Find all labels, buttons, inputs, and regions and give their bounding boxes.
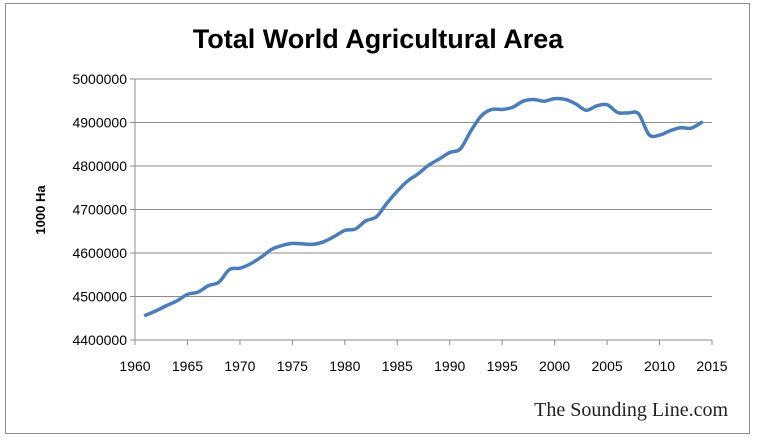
y-axis-label: 1000 Ha — [33, 185, 48, 235]
x-tick-label: 1970 — [224, 358, 255, 374]
y-axis-tick-labels: 4400000 4500000 4600000 4700000 4800000 49000… — [72, 71, 127, 348]
x-axis-tick-labels: 1960 1965 1970 1975 1980 1985 1990 1995 2000 2005… — [119, 358, 727, 374]
y-tick-label: 4700000 — [72, 202, 127, 218]
y-tick-label: 5000000 — [72, 71, 127, 87]
x-tick-label: 1980 — [329, 358, 360, 374]
x-tick-label: 2005 — [592, 358, 623, 374]
x-tick-label: 2000 — [539, 358, 570, 374]
series-line — [143, 96, 704, 317]
series-layer — [143, 96, 704, 317]
gridlines — [130, 78, 712, 341]
y-tick-label: 4900000 — [72, 115, 127, 131]
y-tick-label: 4500000 — [72, 289, 127, 305]
y-tick-label: 4800000 — [72, 158, 127, 174]
watermark-text: The Sounding Line.com — [534, 399, 728, 421]
y-tick-label: 4600000 — [72, 245, 127, 261]
chart-title: Total World Agricultural Area — [193, 24, 565, 54]
x-tick-label: 1960 — [119, 358, 150, 374]
x-tick-label: 1975 — [277, 358, 308, 374]
chart-frame — [5, 3, 750, 434]
y-tick-label: 4400000 — [72, 332, 127, 348]
x-tick-label: 1995 — [487, 358, 518, 374]
x-tick-label: 2010 — [644, 358, 675, 374]
axes — [134, 79, 713, 345]
x-tick-label: 1965 — [172, 358, 203, 374]
x-tick-label: 2015 — [696, 358, 727, 374]
x-tick-label: 1985 — [382, 358, 413, 374]
x-tick-label: 1990 — [434, 358, 465, 374]
